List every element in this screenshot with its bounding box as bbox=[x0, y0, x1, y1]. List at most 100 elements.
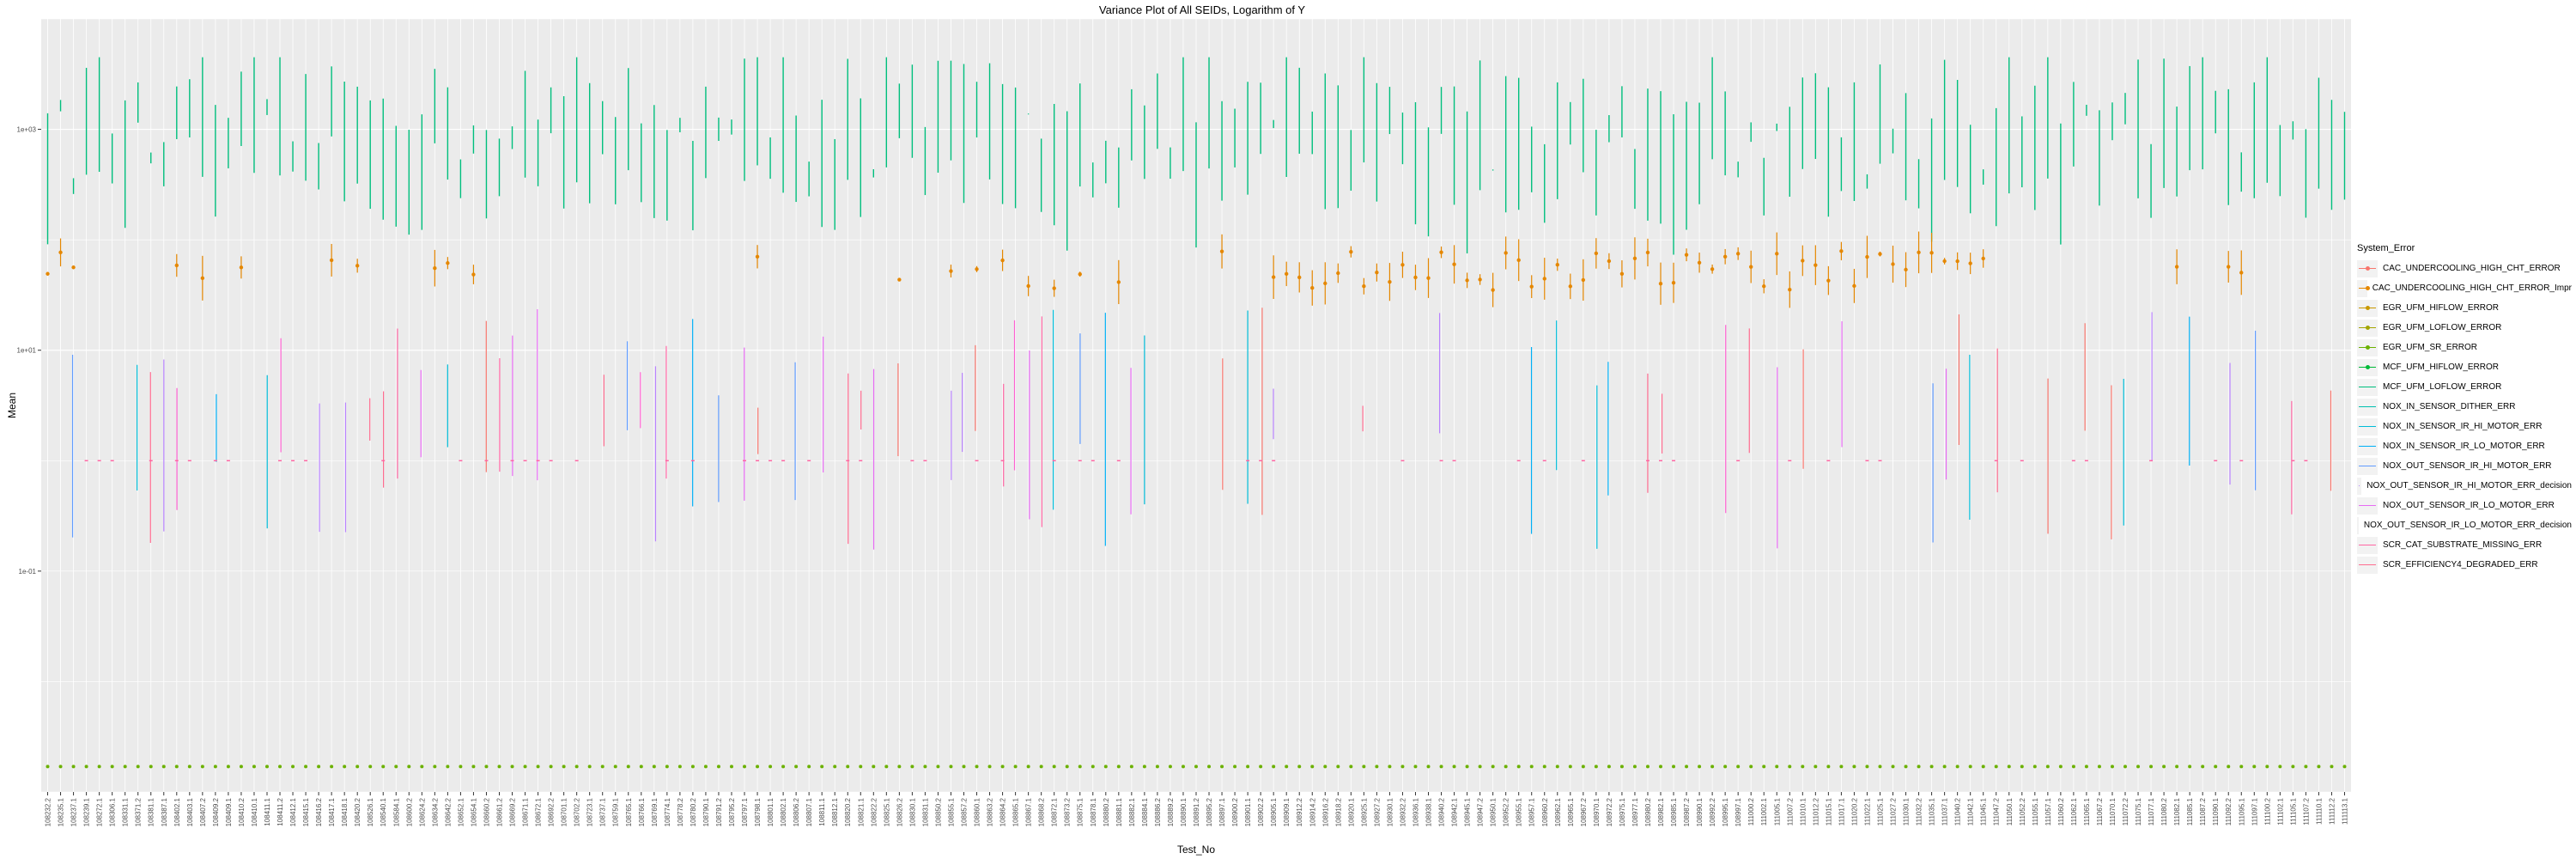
x-tick-label: 108826.2 bbox=[896, 797, 903, 826]
x-tick-label: 108769.1 bbox=[651, 797, 659, 826]
x-tick-label: 108912.2 bbox=[1296, 797, 1303, 826]
point-egr-ufm-sr bbox=[2239, 765, 2244, 769]
x-tick-label: 111027.2 bbox=[1890, 797, 1898, 825]
point-cac-impr bbox=[1658, 282, 1663, 286]
x-tick-label: 108936.1 bbox=[1412, 797, 1419, 826]
x-tick-label: 108412.1 bbox=[289, 797, 297, 826]
point-egr-ufm-sr bbox=[833, 765, 837, 769]
point-egr-ufm-sr bbox=[110, 765, 114, 769]
legend-key bbox=[2357, 358, 2378, 376]
point-egr-ufm-sr bbox=[46, 765, 50, 769]
legend-item: NOX_OUT_SENSOR_IR_HI_MOTOR_ERR bbox=[2357, 456, 2572, 476]
point-cac-impr bbox=[174, 263, 179, 268]
x-tick-label: 111077.1 bbox=[2148, 797, 2155, 825]
x-tick-label: 108669.2 bbox=[509, 797, 517, 826]
point-egr-ufm-sr bbox=[2175, 765, 2179, 769]
point-cac-impr bbox=[1684, 253, 1689, 257]
x-tick-label: 108371.2 bbox=[135, 797, 143, 826]
x-tick-label: 108920.1 bbox=[1347, 797, 1355, 826]
point-cac-impr bbox=[1710, 267, 1715, 271]
legend-key bbox=[2357, 319, 2378, 337]
x-tick-label: 111005.1 bbox=[1773, 797, 1781, 825]
x-tick-label: 108600.2 bbox=[405, 797, 413, 826]
x-tick-label: 108642.2 bbox=[444, 797, 452, 826]
legend-key bbox=[2357, 417, 2378, 436]
point-egr-ufm-sr bbox=[1000, 765, 1005, 769]
x-tick-label: 108857.2 bbox=[960, 797, 968, 826]
x-tick-label: 108905.1 bbox=[1270, 797, 1278, 826]
point-egr-ufm-sr bbox=[962, 765, 966, 769]
point-egr-ufm-sr bbox=[1323, 765, 1327, 769]
point-cac-impr bbox=[1735, 252, 1741, 256]
point-cac-impr bbox=[71, 265, 76, 270]
x-tick-label: 111082.1 bbox=[2173, 797, 2181, 825]
point-egr-ufm-sr bbox=[58, 765, 63, 769]
point-cac-impr bbox=[1271, 275, 1276, 279]
x-tick-label: 108889.2 bbox=[1167, 797, 1175, 826]
point-egr-ufm-sr bbox=[355, 765, 360, 769]
x-tick-label: 108855.1 bbox=[947, 797, 955, 826]
x-tick-label: 108878.1 bbox=[1090, 797, 1097, 826]
x-tick-label: 108797.1 bbox=[741, 797, 749, 826]
legend-label: EGR_UFM_SR_ERROR bbox=[2383, 343, 2478, 352]
x-tick-label: 108932.2 bbox=[1399, 797, 1406, 826]
point-cac-impr bbox=[1478, 277, 1482, 282]
x-tick-label: 108692.2 bbox=[548, 797, 556, 826]
x-tick-label: 108960.2 bbox=[1541, 797, 1549, 826]
point-cac-impr bbox=[355, 264, 360, 268]
point-cac-impr bbox=[1645, 250, 1650, 255]
legend-key bbox=[2357, 378, 2378, 396]
point-cac-impr bbox=[975, 267, 979, 271]
x-tick-label: 111022.1 bbox=[1863, 797, 1871, 825]
point-egr-ufm-sr bbox=[1465, 765, 1469, 769]
point-egr-ufm-sr bbox=[1568, 765, 1572, 769]
x-tick-label: 108766.1 bbox=[638, 797, 646, 826]
point-cac-impr bbox=[2239, 271, 2244, 275]
point-cac-impr bbox=[1775, 252, 1779, 256]
legend-title: System_Error bbox=[2357, 243, 2415, 253]
x-tick-label: 108821.1 bbox=[857, 797, 865, 826]
point-egr-ufm-sr bbox=[820, 765, 824, 769]
point-cac-impr bbox=[1814, 263, 1818, 267]
x-tick-label: 108235.1 bbox=[58, 797, 65, 826]
x-tick-label: 108995.1 bbox=[1722, 797, 1729, 826]
x-tick-label: 108982.1 bbox=[1657, 797, 1665, 826]
point-egr-ufm-sr bbox=[84, 765, 88, 769]
legend-label: MCF_UFM_LOFLOW_ERROR bbox=[2383, 382, 2502, 392]
x-tick-label: 111112.2 bbox=[2328, 797, 2336, 825]
x-tick-label: 108778.2 bbox=[677, 797, 684, 826]
point-egr-ufm-sr bbox=[1542, 765, 1546, 769]
point-egr-ufm-sr bbox=[2214, 765, 2218, 769]
x-tick-label: 108381.1 bbox=[148, 797, 155, 826]
point-egr-ufm-sr bbox=[1826, 765, 1831, 769]
legend-label: NOX_IN_SENSOR_IR_HI_MOTOR_ERR bbox=[2383, 422, 2543, 431]
point-egr-ufm-sr bbox=[600, 765, 605, 769]
x-tick-label: 108873.2 bbox=[1064, 797, 1072, 826]
x-tick-label: 108737.1 bbox=[599, 797, 607, 826]
point-egr-ufm-sr bbox=[639, 765, 643, 769]
x-tick-label: 108987.2 bbox=[1683, 797, 1691, 826]
legend-item: NOX_OUT_SENSOR_IR_HI_MOTOR_ERR_decision bbox=[2357, 476, 2572, 496]
x-tick-label: 111072.2 bbox=[2122, 797, 2129, 825]
point-egr-ufm-sr bbox=[2342, 765, 2347, 769]
point-egr-ufm-sr bbox=[1336, 765, 1340, 769]
x-tick-label: 108795.2 bbox=[728, 797, 736, 826]
point-egr-ufm-sr bbox=[1865, 765, 1869, 769]
x-tick-label: 108672.1 bbox=[535, 797, 543, 826]
x-tick-label: 108972.2 bbox=[1606, 797, 1613, 826]
point-egr-ufm-sr bbox=[252, 765, 256, 769]
x-tick-label: 111067.2 bbox=[2096, 797, 2104, 825]
point-egr-ufm-sr bbox=[1207, 765, 1212, 769]
point-egr-ufm-sr bbox=[1929, 765, 1934, 769]
point-egr-ufm-sr bbox=[1852, 765, 1856, 769]
x-tick-label: 108420.2 bbox=[354, 797, 361, 826]
x-tick-label: 108831.1 bbox=[921, 797, 929, 826]
y-tick-label: 1e+03 bbox=[17, 126, 37, 134]
x-tick-label: 108791.2 bbox=[715, 797, 723, 826]
point-egr-ufm-sr bbox=[213, 765, 217, 769]
x-tick-label: 108947.2 bbox=[1477, 797, 1485, 826]
legend-item: CAC_UNDERCOOLING_HIGH_CHT_ERROR bbox=[2357, 259, 2572, 278]
legend-item: EGR_UFM_HIFLOW_ERROR bbox=[2357, 298, 2572, 318]
point-egr-ufm-sr bbox=[510, 765, 514, 769]
x-tick-label: 111040.2 bbox=[1954, 797, 1962, 825]
